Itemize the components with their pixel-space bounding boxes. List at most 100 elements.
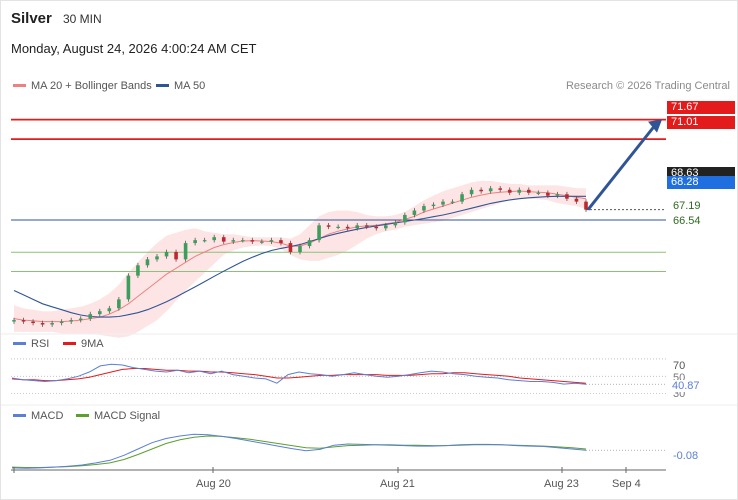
legend-rsi-ma: 9MA xyxy=(63,338,104,350)
price-candle xyxy=(50,323,54,325)
legend-ma50-label: MA 50 xyxy=(174,80,206,92)
rsi-tick-70: 70 xyxy=(673,360,686,372)
price-candle xyxy=(574,198,579,202)
price-candle xyxy=(565,194,569,199)
price-candle xyxy=(307,240,312,247)
price-candle xyxy=(174,251,178,260)
price-candle xyxy=(231,240,236,242)
price-candle xyxy=(279,240,283,244)
datetime-label: Monday, August 24, 2026 4:00:24 AM CET xyxy=(11,41,257,56)
price-candle xyxy=(107,308,112,312)
legend-ma20: MA 20 + Bollinger Bands xyxy=(13,80,152,92)
price-candle xyxy=(183,243,188,260)
price-candle xyxy=(202,240,207,242)
price-candle xyxy=(212,237,216,241)
price-candle xyxy=(345,226,350,229)
price-candle xyxy=(469,189,474,195)
x-tick-sep-4: Sep 4 xyxy=(612,478,641,490)
rsi-ma-swatch-icon xyxy=(63,341,76,345)
price-candle xyxy=(488,188,493,192)
tag-r1: 71.01 xyxy=(667,116,735,129)
price-candle xyxy=(384,225,388,229)
price-candle xyxy=(288,243,293,252)
price-candle xyxy=(498,188,502,190)
x-tick-aug-21: Aug 21 xyxy=(380,478,415,490)
legend-macd-label: MACD xyxy=(31,410,64,422)
ma20-swatch-icon xyxy=(13,83,26,87)
x-tick-aug-20: Aug 20 xyxy=(196,478,231,490)
price-candle xyxy=(164,251,169,257)
price-candle xyxy=(584,201,588,210)
price-candle xyxy=(145,259,150,266)
price-candle xyxy=(193,240,197,244)
tag-pivot: 68.28 xyxy=(667,176,735,189)
macd-value: -0.08 xyxy=(673,450,699,462)
rsi-value: 40.87 xyxy=(672,380,706,392)
price-candle xyxy=(117,299,121,309)
price-candle xyxy=(431,204,436,207)
price-candle xyxy=(403,214,407,223)
price-candle xyxy=(374,226,379,229)
instrument-title: Silver xyxy=(11,10,52,27)
price-candle xyxy=(355,225,359,229)
price-candle xyxy=(88,314,93,319)
price-candle xyxy=(221,237,226,242)
price-candle xyxy=(422,206,426,211)
macd-swatch-icon xyxy=(13,413,26,417)
tag-s1: 67.19 xyxy=(673,200,701,212)
price-candle xyxy=(40,323,45,325)
price-candle xyxy=(527,189,531,193)
rsi-line xyxy=(11,363,587,385)
research-credit: Research © 2026 Trading Central xyxy=(565,80,730,92)
price-candle xyxy=(31,321,35,324)
price-candle xyxy=(126,275,131,300)
tag-r2: 71.67 xyxy=(667,101,735,114)
price-candle xyxy=(269,240,274,242)
legend-rsi-ma-label: 9MA xyxy=(81,338,104,350)
rsi-ma-line xyxy=(11,368,587,384)
legend-macd-signal: MACD Signal xyxy=(76,410,160,422)
price-candle xyxy=(241,240,245,242)
legend-ma20-label: MA 20 + Bollinger Bands xyxy=(31,80,152,92)
price-candle xyxy=(546,192,550,196)
price-candle xyxy=(69,320,73,322)
price-candle xyxy=(59,321,64,324)
price-candle xyxy=(517,189,522,193)
price-candle xyxy=(12,320,16,322)
price-candle xyxy=(507,189,512,193)
price-candle xyxy=(260,241,264,243)
rsi-panel xyxy=(11,358,666,395)
price-candle xyxy=(298,246,302,252)
macd-panel xyxy=(11,433,666,469)
legend-rsi-label: RSI xyxy=(31,338,50,350)
price-candle xyxy=(450,201,455,203)
ma50-swatch-icon xyxy=(156,83,169,87)
tag-s2: 66.54 xyxy=(673,215,701,227)
legend-rsi: RSI xyxy=(13,338,49,350)
time-axis xyxy=(1,333,737,473)
rsi-swatch-icon xyxy=(13,341,26,345)
forecast-arrow xyxy=(586,125,656,211)
interval-label[interactable]: 30 MIN xyxy=(63,12,102,26)
price-candle xyxy=(155,256,159,260)
price-panel xyxy=(11,118,666,338)
price-candle xyxy=(317,225,321,241)
price-candle xyxy=(98,311,102,315)
legend-ma50: MA 50 xyxy=(156,80,205,92)
price-candle xyxy=(364,225,369,227)
price-candle xyxy=(555,194,560,196)
legend-macd-signal-label: MACD Signal xyxy=(94,410,161,422)
price-candle xyxy=(250,240,255,242)
macd-signal-swatch-icon xyxy=(76,413,89,417)
forecast-arrow-head-icon xyxy=(648,119,662,133)
price-candle xyxy=(479,189,483,192)
price-candle xyxy=(393,222,398,226)
price-candle xyxy=(460,194,464,202)
price-candle xyxy=(326,225,331,227)
price-candle xyxy=(336,226,340,229)
price-candle xyxy=(536,192,541,194)
x-tick-aug-23: Aug 23 xyxy=(544,478,579,490)
price-candle xyxy=(441,201,445,205)
price-candle xyxy=(412,210,417,215)
